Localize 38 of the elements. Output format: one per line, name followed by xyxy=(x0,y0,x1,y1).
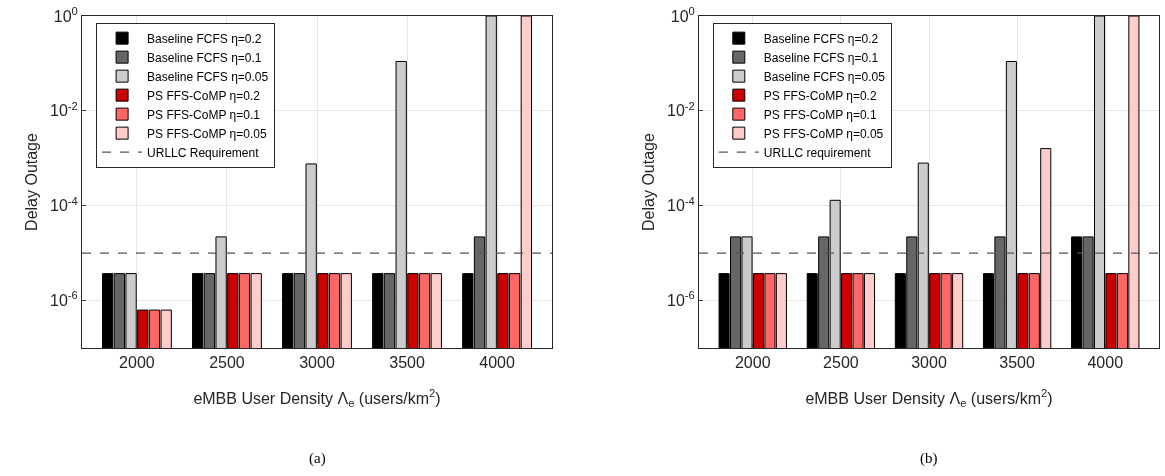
x-tick-label: 2500 xyxy=(209,354,245,372)
x-tick-label: 4000 xyxy=(479,354,515,372)
legend-label: PS FFS-CoMP η=0.2 xyxy=(147,88,261,103)
legend-label: URLLC requirement xyxy=(763,145,872,160)
x-tick-label: 3500 xyxy=(999,354,1036,372)
text: (b) xyxy=(920,450,938,467)
legend-label: PS FFS-CoMP η=0.2 xyxy=(763,88,877,103)
legend-label: PS FFS-CoMP η=0.1 xyxy=(763,107,877,122)
x-tick-label: 2000 xyxy=(734,354,771,372)
x-axis-title: eMBB User Density Λ$_{e}$ (users/km$^{2}$) xyxy=(193,387,441,410)
y-tick-label: 10$^{-2}$ xyxy=(667,99,695,120)
y-tick-label: 10$^{-4}$ xyxy=(50,194,78,215)
x-tick-label: 2000 xyxy=(119,354,155,372)
legend-label: PS FFS-CoMP η=0.05 xyxy=(763,126,884,141)
legend-label: Baseline FCFS η=0.05 xyxy=(147,69,269,84)
x-tick-label: 3000 xyxy=(911,354,947,372)
y-axis-title: Delay Outage xyxy=(639,132,657,231)
legend-label: Baseline FCFS η=0.1 xyxy=(763,50,879,65)
x-tick-label: 3000 xyxy=(299,354,335,372)
legend-label: PS FFS-CoMP η=0.1 xyxy=(147,107,261,122)
y-tick-label: 10$^{0}$ xyxy=(670,4,695,25)
y-tick-label: 10$^{-6}$ xyxy=(667,289,695,310)
text: (a) xyxy=(309,450,326,467)
x-tick-label: 2500 xyxy=(823,354,859,372)
x-axis-title: eMBB User Density Λ$_{e}$ (users/km$^{2}$) xyxy=(805,387,1053,410)
legend-label: URLLC Requirement xyxy=(147,145,260,160)
x-tick-label: 4000 xyxy=(1087,354,1124,372)
y-axis-title: Delay Outage xyxy=(22,132,40,231)
y-tick-label: 10$^{-4}$ xyxy=(667,194,695,215)
y-tick-label: 10$^{0}$ xyxy=(53,4,78,25)
x-tick-label: 3500 xyxy=(389,354,425,372)
legend-label: Baseline FCFS η=0.1 xyxy=(147,50,262,65)
legend-label: Baseline FCFS η=0.2 xyxy=(147,31,262,46)
y-tick-label: 10$^{-2}$ xyxy=(50,99,78,120)
legend-label: Baseline FCFS η=0.05 xyxy=(763,69,886,84)
legend-label: PS FFS-CoMP η=0.05 xyxy=(147,126,267,141)
y-tick-label: 10$^{-6}$ xyxy=(50,289,78,310)
legend-label: Baseline FCFS η=0.2 xyxy=(763,31,879,46)
